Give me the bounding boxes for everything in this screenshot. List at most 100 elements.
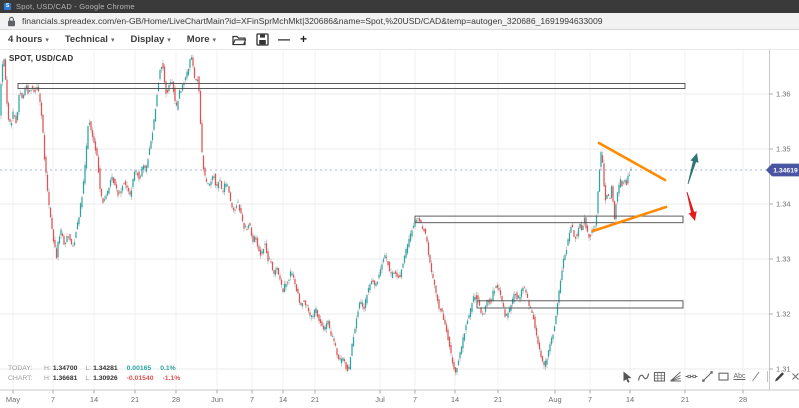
high-key: H:: [44, 374, 51, 382]
chart-low-value: 1.30926: [93, 374, 118, 382]
price-chart: 1.36 1.35 1.34 1.33 1.32 1.31 May 7 14 21 28 Jun 7 14…: [0, 50, 799, 404]
x-axis-label: Jul: [375, 395, 385, 404]
x-axis-label: 14: [626, 395, 634, 404]
save-floppy-icon: [255, 33, 269, 46]
x-axis-label: 28: [739, 395, 747, 404]
x-axis-label: 21: [311, 395, 319, 404]
chart-high-value: 1.36681: [52, 374, 78, 382]
url-text[interactable]: financials.spreadex.com/en-GB/Home/LiveC…: [22, 16, 603, 26]
today-change-pct: 0.1%: [160, 365, 176, 372]
last-price-badge: [766, 163, 799, 177]
zoom-out-button[interactable]: —: [278, 32, 290, 46]
today-low-value: 1.34281: [93, 365, 118, 372]
save-chart-button[interactable]: [255, 33, 269, 46]
chart-label: CHART:: [8, 374, 33, 382]
today-stats-row: TODAY: H: 1.34700 L: 1.34281 0.00165 0.1%: [8, 364, 180, 374]
rectangle-icon: [718, 372, 729, 381]
marker-arrow-tool[interactable]: [621, 370, 634, 383]
candle-wicks: [0, 54, 632, 376]
chevron-down-icon: ▾: [167, 36, 171, 44]
today-change: 0.00165: [126, 365, 152, 372]
pennant-lower-line[interactable]: [591, 205, 668, 233]
zoom-in-button[interactable]: +: [300, 32, 308, 46]
technical-dropdown[interactable]: Technical ▾: [65, 34, 115, 45]
high-key: H:: [44, 365, 51, 372]
x-axis-label: Aug: [548, 395, 561, 404]
window-title: Spot, USD/CAD - Google Chrome: [16, 2, 135, 11]
up-candles: [0, 57, 632, 373]
resistance-zone-middle[interactable]: [414, 215, 684, 224]
rectangle-tool[interactable]: [717, 370, 730, 383]
chart-canvas[interactable]: 1.36 1.35 1.34 1.33 1.32 1.31 May 7 14 21 28 Jun 7 14…: [0, 50, 799, 408]
drawing-toolbar: Abc: [621, 370, 799, 383]
grid-tool[interactable]: [653, 370, 666, 383]
x-axis-label: 7: [250, 395, 254, 404]
last-price-badge-text: 1.34619: [773, 167, 798, 174]
y-axis-label: 1.34: [776, 200, 791, 209]
marker-arrow-icon: [623, 371, 632, 383]
address-bar[interactable]: financials.spreadex.com/en-GB/Home/LiveC…: [0, 13, 799, 30]
y-axis-label: 1.35: [776, 145, 791, 154]
interval-dropdown[interactable]: 4 hours ▾: [8, 34, 49, 45]
x-axis-label: 7: [413, 395, 417, 404]
close-icon: [792, 373, 799, 380]
x-axis-label: 14: [451, 395, 459, 404]
x-axis-label: May: [6, 395, 20, 404]
fan-lines-tool[interactable]: [669, 370, 682, 383]
x-axis-label: 7: [51, 395, 55, 404]
slash-icon: [752, 371, 760, 382]
down-candles: [4, 57, 628, 373]
window-titlebar: S Spot, USD/CAD - Google Chrome: [0, 0, 799, 13]
more-dropdown[interactable]: More ▾: [187, 34, 216, 45]
bearish-projection-arrow[interactable]: [686, 191, 697, 221]
y-axis-label: 1.33: [776, 255, 791, 264]
folder-open-icon: [232, 35, 246, 45]
x-axis-label: Jun: [211, 395, 223, 404]
x-axis-label: 21: [494, 395, 502, 404]
horizontal-line-tool[interactable]: [685, 370, 698, 383]
polyline-tool[interactable]: [637, 370, 650, 383]
y-axis-label: 1.32: [776, 310, 791, 319]
x-axis-label: 14: [90, 395, 98, 404]
trend-line-icon: [702, 371, 713, 382]
chart-stats-row: CHART: H: 1.36681 L: 1.30926 -0.01540 -1.1%: [8, 374, 180, 384]
resistance-zone-upper[interactable]: [17, 83, 686, 89]
x-axis-label: 21: [681, 395, 689, 404]
toolbar-divider: [767, 371, 768, 382]
open-chart-button[interactable]: [232, 33, 246, 46]
price-stats: TODAY: H: 1.34700 L: 1.34281 0.00165 0.1% CHAR…: [8, 364, 180, 383]
text-tool[interactable]: Abc: [733, 373, 746, 380]
delete-drawing-tool[interactable]: [789, 370, 799, 383]
technical-label: Technical: [64, 34, 108, 45]
x-axis-label: 7: [588, 395, 592, 404]
grid-icon: [653, 371, 666, 382]
support-zone-lower[interactable]: [476, 300, 684, 309]
slash-line-tool[interactable]: [749, 370, 762, 383]
chevron-down-icon: ▾: [45, 36, 49, 44]
display-dropdown[interactable]: Display ▾: [130, 34, 170, 45]
horizontal-line-icon: [685, 374, 698, 379]
more-label: More: [186, 34, 210, 45]
fan-lines-icon: [670, 371, 681, 382]
display-label: Display: [130, 34, 165, 45]
x-axis-label: 14: [279, 395, 287, 404]
chart-symbol-legend: SPOT, USD/CAD: [9, 54, 74, 63]
x-axis-label: 21: [131, 395, 139, 404]
y-axis-label: 1.31: [776, 365, 791, 374]
pencil-tool[interactable]: [773, 370, 786, 383]
today-label: TODAY:: [8, 365, 33, 372]
site-favicon: S: [4, 3, 11, 10]
chart-toolbar: 4 hours ▾ Technical ▾ Display ▾ More ▾: [0, 30, 799, 50]
chart-change: -0.01540: [126, 374, 154, 382]
trend-line-tool[interactable]: [701, 370, 714, 383]
bullish-projection-arrow[interactable]: [687, 153, 699, 185]
x-axis-label: 28: [172, 395, 180, 404]
pencil-icon: [775, 372, 784, 382]
pennant-upper-line[interactable]: [597, 141, 667, 182]
y-axis-label: 1.36: [776, 90, 791, 99]
chevron-down-icon: ▾: [212, 36, 216, 44]
today-high-value: 1.34700: [52, 365, 78, 372]
low-key: L:: [85, 374, 92, 382]
polyline-icon: [637, 373, 650, 381]
